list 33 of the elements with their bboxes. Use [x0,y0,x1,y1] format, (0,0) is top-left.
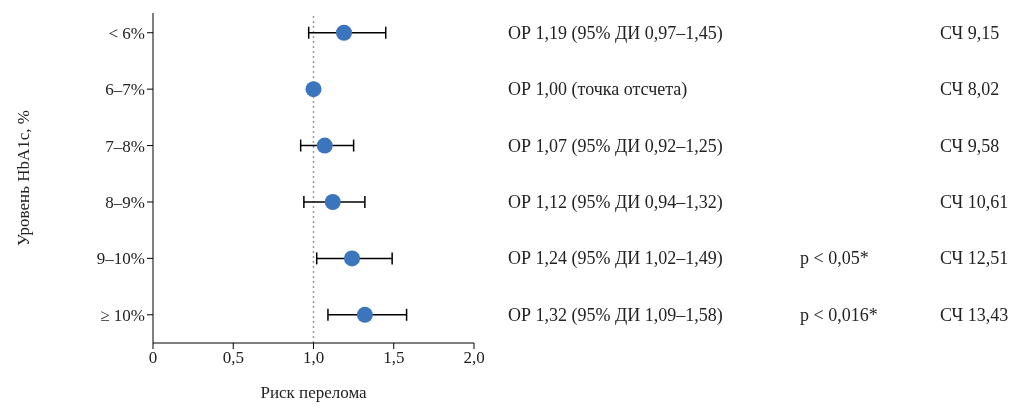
point [324,193,341,210]
text: p < 0,016* [800,303,878,326]
point [305,81,322,98]
text: ОР 1,00 (точка отсчета) [508,78,688,101]
x-tick-label: 0,5 [222,348,244,368]
text: СЧ 9,15 [940,21,1000,44]
x-axis-title: Риск перелома [260,383,368,402]
point [316,137,333,154]
text: СЧ 10,61 [940,190,1009,213]
y-tick-label: 9–10% [96,249,145,269]
text: ОР 1,24 (95% ДИ 1,02–1,49) [508,247,723,270]
text: СЧ 9,58 [940,134,1000,157]
y-tick-label: < 6% [108,23,145,43]
y-axis-title: Уровень HbA1c, % [14,110,34,246]
y-tick-label: ≥ 10% [100,305,145,325]
text: СЧ 8,02 [940,78,1000,101]
x-tick-label: 0 [148,348,158,368]
point [344,250,361,267]
y-tick-label: 8–9% [105,193,145,213]
text: ОР 1,19 (95% ДИ 0,97–1,45) [508,21,723,44]
text: p < 0,05* [800,247,869,270]
y-tick-label: 7–8% [105,136,145,156]
text: СЧ 13,43 [940,303,1009,326]
x-tick-label: 1,0 [302,348,325,368]
point [356,306,373,323]
point [336,24,352,41]
text: ОР 1,07 (95% ДИ 0,92–1,25) [508,134,723,157]
x-tick-label: 2,0 [463,348,485,368]
y-tick-label: 6–7% [105,80,145,100]
x-tick-label: 1,5 [383,348,405,368]
text: ОР 1,32 (95% ДИ 1,09–1,58) [508,303,723,326]
text: СЧ 12,51 [940,247,1009,270]
text: ОР 1,12 (95% ДИ 0,94–1,32) [508,190,723,213]
